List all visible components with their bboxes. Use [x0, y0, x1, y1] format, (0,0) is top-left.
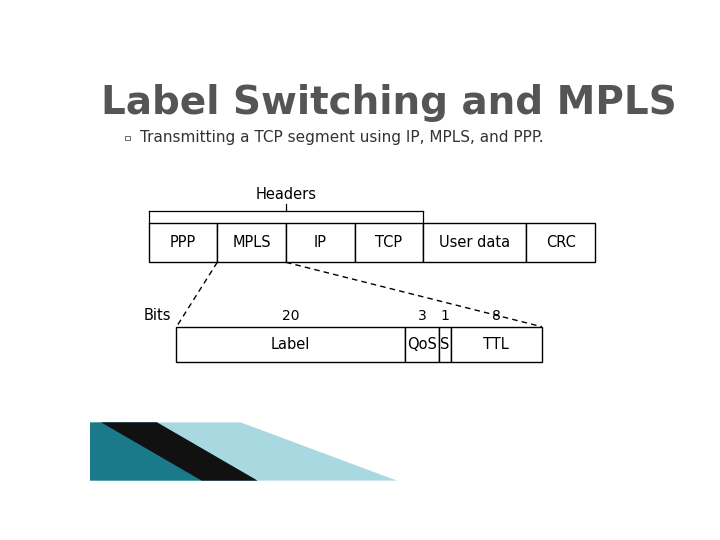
- Text: 1: 1: [441, 308, 449, 322]
- Text: TTL: TTL: [483, 337, 509, 352]
- Text: IP: IP: [314, 235, 327, 250]
- Text: 8: 8: [492, 308, 500, 322]
- Text: MPLS: MPLS: [233, 235, 271, 250]
- Bar: [526, 223, 595, 262]
- Bar: [125, 136, 130, 140]
- Bar: [176, 327, 405, 362]
- Text: Label: Label: [271, 337, 310, 352]
- Text: CRC: CRC: [546, 235, 575, 250]
- Text: Transmitting a TCP segment using IP, MPLS, and PPP.: Transmitting a TCP segment using IP, MPL…: [140, 130, 544, 145]
- Text: 3: 3: [418, 308, 426, 322]
- Polygon shape: [90, 422, 397, 481]
- Bar: [286, 223, 355, 262]
- Text: Bits: Bits: [143, 308, 171, 322]
- Bar: [405, 327, 439, 362]
- Polygon shape: [101, 422, 258, 481]
- Bar: [355, 223, 423, 262]
- Text: Headers: Headers: [256, 187, 317, 202]
- Bar: [423, 223, 526, 262]
- Text: Label Switching and MPLS: Label Switching and MPLS: [101, 84, 677, 122]
- Text: 20: 20: [282, 308, 300, 322]
- Text: User data: User data: [439, 235, 510, 250]
- Polygon shape: [90, 422, 258, 481]
- Text: QoS: QoS: [407, 337, 437, 352]
- Bar: [451, 327, 542, 362]
- Bar: [439, 327, 451, 362]
- Text: PPP: PPP: [170, 235, 196, 250]
- Text: TCP: TCP: [375, 235, 402, 250]
- Text: S: S: [440, 337, 449, 352]
- Bar: [148, 223, 217, 262]
- Bar: [217, 223, 286, 262]
